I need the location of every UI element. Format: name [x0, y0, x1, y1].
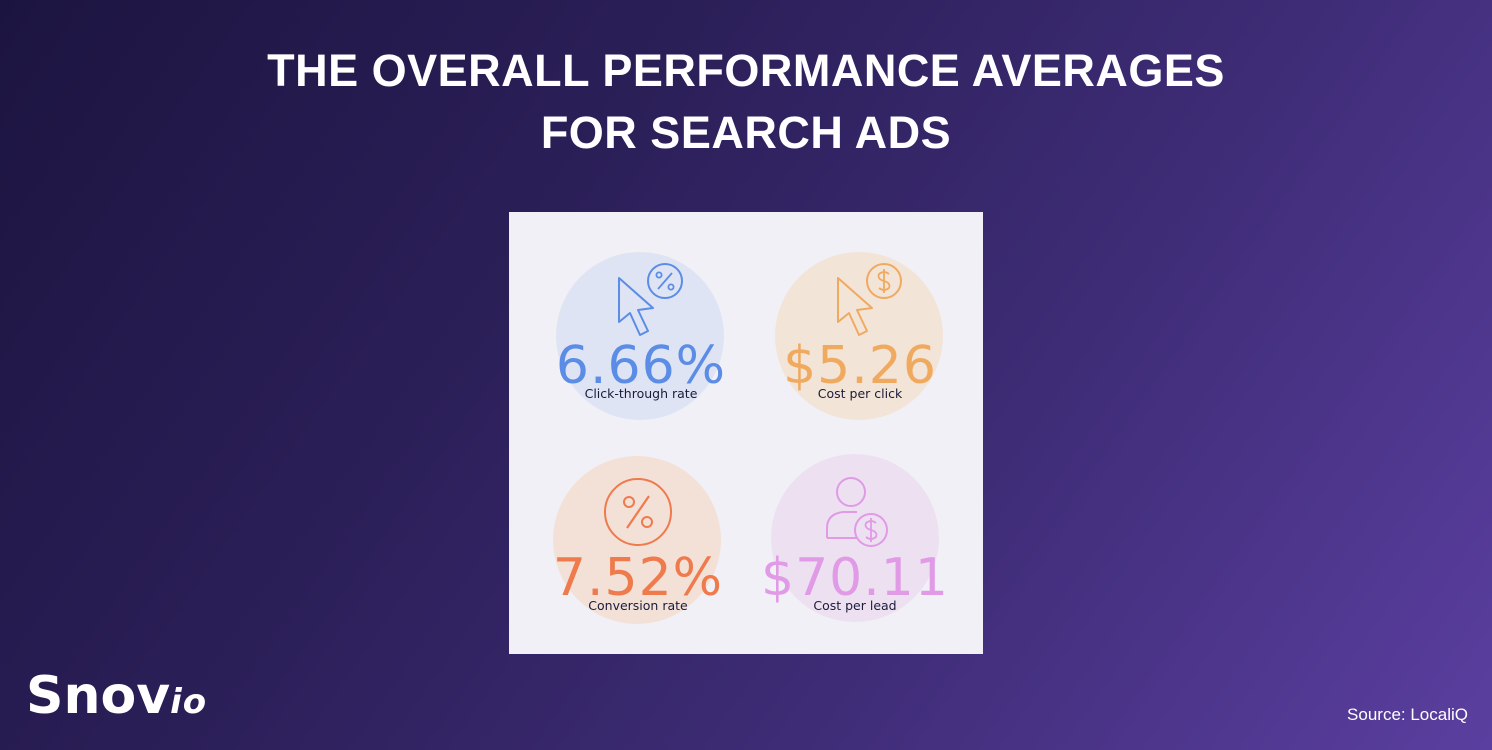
metric-value: $70.11	[761, 548, 949, 608]
title-line-2: FOR SEARCH ADS	[540, 107, 952, 158]
percent-circle-icon	[604, 478, 672, 546]
metric-value: 7.52%	[552, 548, 724, 608]
logo-name: Snov	[26, 666, 171, 726]
metric-tile-cpl: $70.11 Cost per lead	[735, 454, 975, 676]
metric-circle	[775, 252, 943, 420]
logo-suffix: io	[170, 682, 208, 722]
source-note: Source: LocaliQ	[1347, 705, 1468, 724]
metric-label: Cost per click	[817, 386, 903, 401]
metric-label: Cost per lead	[813, 598, 897, 613]
user-dollar-icon	[826, 477, 888, 547]
metric-label: Click-through rate	[584, 386, 698, 401]
metric-label: Conversion rate	[588, 598, 688, 613]
metric-tile-conversion: 7.52% Conversion rate	[518, 456, 758, 676]
metric-tile-ctr: 6.66% Click-through rate	[521, 244, 761, 464]
metric-value: $5.26	[783, 336, 937, 396]
cursor-percent-icon	[618, 263, 683, 336]
title-line-1: THE OVERALL PERFORMANCE AVERAGES	[267, 45, 1225, 96]
metric-circle	[553, 456, 721, 624]
metric-value: 6.66%	[555, 336, 727, 396]
metrics-card: 6.66% Click-through rate $5.26 Cost per …	[509, 212, 983, 654]
page-title: THE OVERALL PERFORMANCE AVERAGES FOR SEA…	[0, 40, 1492, 164]
snovio-logo: Snovio	[26, 666, 207, 732]
cursor-dollar-icon	[837, 263, 902, 336]
metric-tile-cpc: $5.26 Cost per click	[740, 244, 980, 464]
metric-circle	[556, 252, 724, 420]
